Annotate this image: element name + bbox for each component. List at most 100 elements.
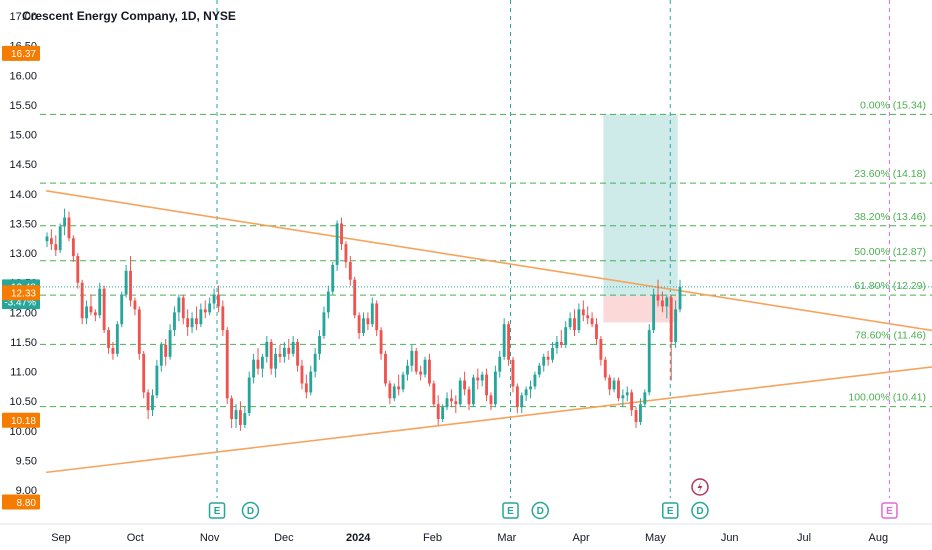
candle-89	[436, 395, 440, 425]
candle-126	[599, 336, 603, 366]
candle-17	[120, 291, 124, 328]
earnings-marker-4[interactable]: E	[662, 502, 679, 519]
candle-125	[595, 318, 598, 345]
trendlines[interactable]	[46, 190, 932, 474]
candle-body	[406, 365, 409, 375]
candle-body	[331, 264, 335, 292]
candle-body	[599, 339, 603, 360]
candle-body	[85, 306, 88, 319]
candle-body	[595, 324, 598, 340]
long-position-zone[interactable]	[603, 114, 678, 323]
candle-body	[454, 401, 458, 405]
candle-137	[647, 324, 651, 396]
dividend-marker-3[interactable]: D	[531, 501, 549, 520]
candle-99	[480, 371, 484, 387]
candle-body	[652, 294, 656, 331]
candle-21	[137, 306, 141, 360]
candle-body	[322, 312, 326, 337]
candle-body	[507, 324, 510, 360]
dividend-marker-1[interactable]: D	[241, 501, 260, 520]
candle-78	[388, 380, 392, 405]
candle-body	[234, 410, 238, 420]
candle-29	[173, 306, 176, 337]
candle-27	[164, 339, 168, 366]
candle-112	[537, 362, 541, 378]
candle-body	[401, 374, 405, 390]
candle-117	[559, 330, 563, 348]
candle-71	[357, 312, 361, 340]
candle-144	[678, 279, 682, 313]
candle-10	[89, 294, 93, 316]
candle-93	[454, 395, 458, 414]
x-tick-6: Mar	[497, 532, 516, 544]
y-tick-6: 14.00	[9, 189, 37, 201]
earnings-marker-7[interactable]: E	[881, 502, 898, 519]
y-tick-4: 15.00	[9, 130, 37, 142]
y-tick-8: 13.00	[9, 248, 37, 260]
candle-108	[520, 392, 524, 414]
dividend-icon	[241, 501, 260, 520]
candle-72	[362, 312, 365, 337]
candle-142	[669, 294, 673, 381]
candle-body	[71, 238, 75, 257]
candle-body	[564, 327, 568, 345]
candle-134	[634, 407, 638, 428]
candle-61	[313, 347, 317, 378]
candle-33	[190, 312, 194, 334]
candle-141	[665, 294, 669, 319]
x-tick-2: Nov	[200, 532, 220, 544]
candle-body	[524, 389, 528, 396]
candle-body	[212, 294, 216, 304]
candle-body	[515, 386, 519, 408]
candle-body	[397, 386, 401, 390]
candle-body	[414, 350, 418, 372]
candle-body	[660, 300, 664, 307]
candle-body	[498, 356, 502, 372]
trendline-lower[interactable]	[46, 363, 932, 474]
candle-115	[551, 341, 554, 363]
candle-38	[212, 288, 216, 310]
candle-body	[199, 309, 203, 325]
candle-6	[71, 235, 75, 262]
candle-body	[458, 380, 462, 405]
candle-46	[247, 371, 251, 417]
y-tick-3: 15.50	[9, 100, 37, 112]
candle-body	[542, 356, 546, 366]
candle-body	[546, 356, 550, 360]
earnings-marker-2[interactable]: E	[502, 502, 519, 519]
candle-body	[586, 315, 590, 319]
trendline-upper[interactable]	[46, 190, 932, 336]
candle-91	[445, 392, 449, 411]
earnings-icon	[662, 502, 679, 519]
candle-body	[590, 318, 594, 325]
profit-zone[interactable]	[603, 114, 678, 296]
loss-zone[interactable]	[603, 295, 678, 323]
candle-116	[555, 336, 559, 354]
marker-letter: E	[214, 506, 221, 517]
fib-label-3: 50.00% (12.87)	[854, 246, 926, 258]
candle-body	[344, 244, 348, 262]
dividend-marker-5[interactable]: D	[691, 501, 709, 520]
candle-47	[252, 353, 256, 384]
candle-2	[54, 235, 58, 257]
candle-39	[217, 285, 220, 313]
candle-111	[533, 371, 537, 390]
candle-136	[643, 389, 647, 408]
candle-68	[344, 241, 348, 268]
earnings-marker-0[interactable]: E	[208, 502, 226, 519]
marker-letter: D	[247, 506, 254, 517]
candle-65	[331, 261, 335, 295]
candle-85	[419, 365, 423, 381]
candle-body	[493, 371, 497, 405]
candle-92	[449, 389, 453, 408]
candle-body	[335, 223, 339, 265]
candle-25	[155, 359, 159, 399]
time-axis[interactable]: SepOctNovDec2024FebMarAprMayJunJulAugSe	[0, 523, 932, 544]
split-marker[interactable]	[691, 478, 709, 496]
candle-59	[304, 374, 308, 399]
candle-139	[656, 279, 660, 307]
candle-body	[247, 377, 251, 414]
price-badge-4: 10.18	[2, 412, 40, 428]
